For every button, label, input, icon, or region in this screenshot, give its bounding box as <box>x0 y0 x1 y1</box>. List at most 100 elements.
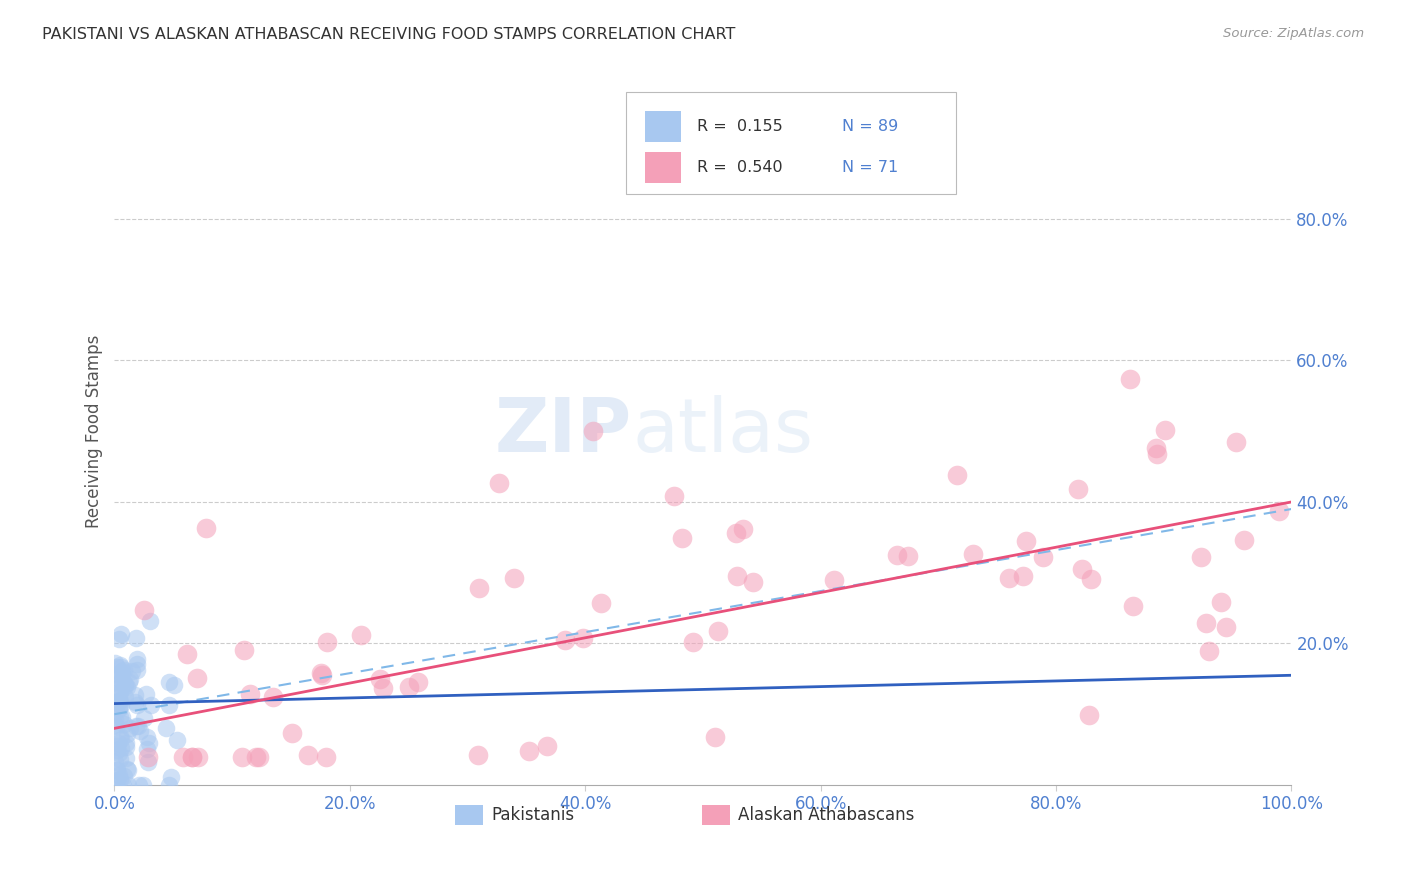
Point <box>239 687 262 701</box>
Point <box>136 755 159 769</box>
Point <box>703 730 725 744</box>
Point <box>107 747 129 761</box>
Point <box>368 672 391 686</box>
Text: N = 89: N = 89 <box>842 119 898 134</box>
Point <box>315 749 337 764</box>
Point <box>139 614 162 628</box>
Point <box>110 741 132 756</box>
Point <box>105 695 128 709</box>
Point <box>1067 482 1090 496</box>
Point <box>157 778 180 792</box>
Point <box>114 677 136 691</box>
Point <box>725 569 748 583</box>
Point <box>1032 550 1054 565</box>
Point <box>1071 562 1094 576</box>
Point <box>1015 533 1038 548</box>
Point <box>554 632 576 647</box>
Text: PAKISTANI VS ALASKAN ATHABASCAN RECEIVING FOOD STAMPS CORRELATION CHART: PAKISTANI VS ALASKAN ATHABASCAN RECEIVIN… <box>42 27 735 42</box>
Point <box>157 675 180 690</box>
Point <box>127 719 149 733</box>
Point <box>111 710 134 724</box>
Point <box>124 719 146 733</box>
Y-axis label: Receiving Food Stamps: Receiving Food Stamps <box>86 334 103 528</box>
Point <box>110 679 132 693</box>
Text: Pakistanis: Pakistanis <box>491 806 574 824</box>
Point <box>742 575 765 590</box>
Point <box>108 658 131 673</box>
Point <box>671 531 693 545</box>
Point <box>1209 595 1232 609</box>
Point <box>115 736 138 750</box>
FancyBboxPatch shape <box>454 805 482 824</box>
Point <box>232 643 254 657</box>
Point <box>682 635 704 649</box>
Point <box>181 749 204 764</box>
Point <box>105 763 128 777</box>
Text: N = 71: N = 71 <box>842 160 898 175</box>
Point <box>138 736 160 750</box>
Point <box>107 666 129 681</box>
Point <box>724 525 747 540</box>
Point <box>1233 533 1256 548</box>
Point <box>117 764 139 778</box>
Point <box>316 635 339 649</box>
Point <box>128 723 150 738</box>
Point <box>297 747 319 762</box>
Point <box>114 690 136 704</box>
Point <box>1189 550 1212 565</box>
Point <box>128 778 150 792</box>
Point <box>125 663 148 677</box>
Point <box>104 719 127 733</box>
Point <box>1012 568 1035 582</box>
Point <box>488 475 510 490</box>
Point <box>125 631 148 645</box>
Point <box>172 749 194 764</box>
FancyBboxPatch shape <box>627 92 956 194</box>
Point <box>112 717 135 731</box>
Point <box>135 687 157 701</box>
Point <box>350 628 373 642</box>
Point <box>262 690 284 704</box>
Text: Alaskan Athabascans: Alaskan Athabascans <box>738 806 915 824</box>
Point <box>187 749 209 764</box>
Point <box>134 603 156 617</box>
Point <box>105 778 128 792</box>
Point <box>180 749 202 764</box>
Point <box>110 709 132 723</box>
Text: R =  0.155: R = 0.155 <box>697 119 783 134</box>
Point <box>194 521 217 535</box>
Point <box>105 659 128 673</box>
Point <box>121 664 143 678</box>
Point <box>117 778 139 792</box>
Point <box>1144 441 1167 455</box>
Point <box>107 736 129 750</box>
Point <box>1195 616 1218 631</box>
Point <box>1215 620 1237 634</box>
Point <box>1122 599 1144 613</box>
Point <box>247 749 270 764</box>
Point <box>136 749 159 764</box>
Point <box>108 632 131 647</box>
Point <box>104 686 127 700</box>
Point <box>707 624 730 638</box>
Point <box>110 732 132 747</box>
Point <box>108 685 131 699</box>
Point <box>108 767 131 781</box>
Point <box>111 673 134 687</box>
Point <box>112 663 135 677</box>
Point <box>124 688 146 702</box>
Point <box>502 571 524 585</box>
Point <box>571 631 593 645</box>
Point <box>176 647 198 661</box>
Point <box>104 656 127 670</box>
Point <box>1268 503 1291 517</box>
Point <box>136 730 159 744</box>
Point <box>664 489 686 503</box>
Point <box>104 695 127 709</box>
Point <box>245 749 267 764</box>
Point <box>162 678 184 692</box>
Point <box>373 681 395 695</box>
Point <box>115 762 138 776</box>
Point <box>104 755 127 769</box>
Point <box>107 694 129 708</box>
